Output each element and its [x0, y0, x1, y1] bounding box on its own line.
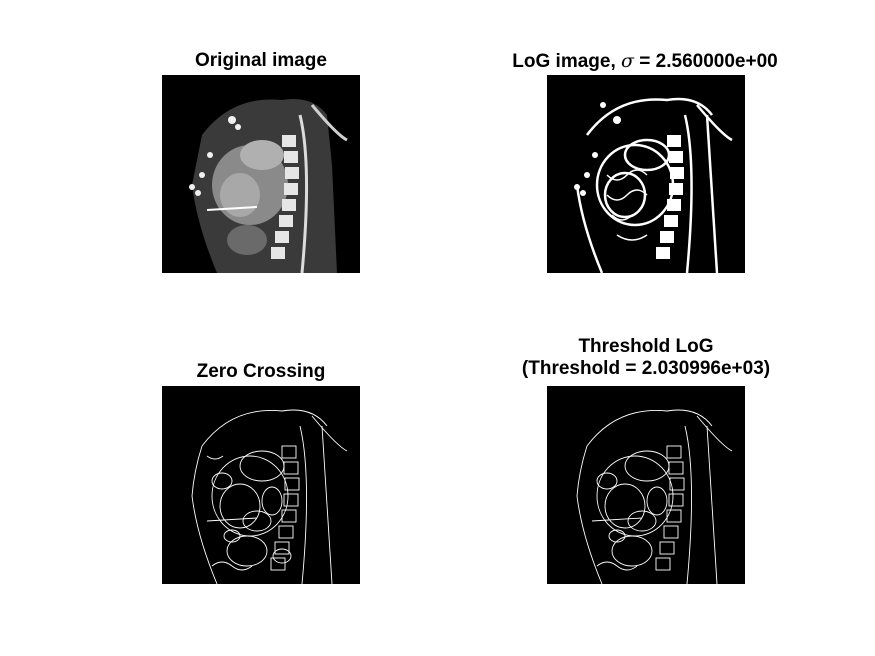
original-image-title: Original image	[195, 50, 327, 71]
log-title-prefix: LoG image,	[512, 51, 622, 72]
original-image	[162, 75, 360, 273]
sigma-symbol: σ	[621, 50, 635, 72]
threshold-log-image	[547, 386, 745, 584]
log-image-title: LoG image, σ = 2.560000e+00	[480, 50, 810, 73]
zero-crossing-image	[162, 386, 360, 584]
threshold-title-line2: (Threshold = 2.030996e+03)	[521, 358, 771, 379]
log-title-suffix: = 2.560000e+00	[634, 51, 778, 72]
log-image	[547, 75, 745, 273]
zero-crossing-title: Zero Crossing	[196, 361, 326, 382]
threshold-title-line1: Threshold LoG	[578, 336, 714, 357]
threshold-log-title: Threshold LoG (Threshold = 2.030996e+03)	[500, 336, 792, 380]
